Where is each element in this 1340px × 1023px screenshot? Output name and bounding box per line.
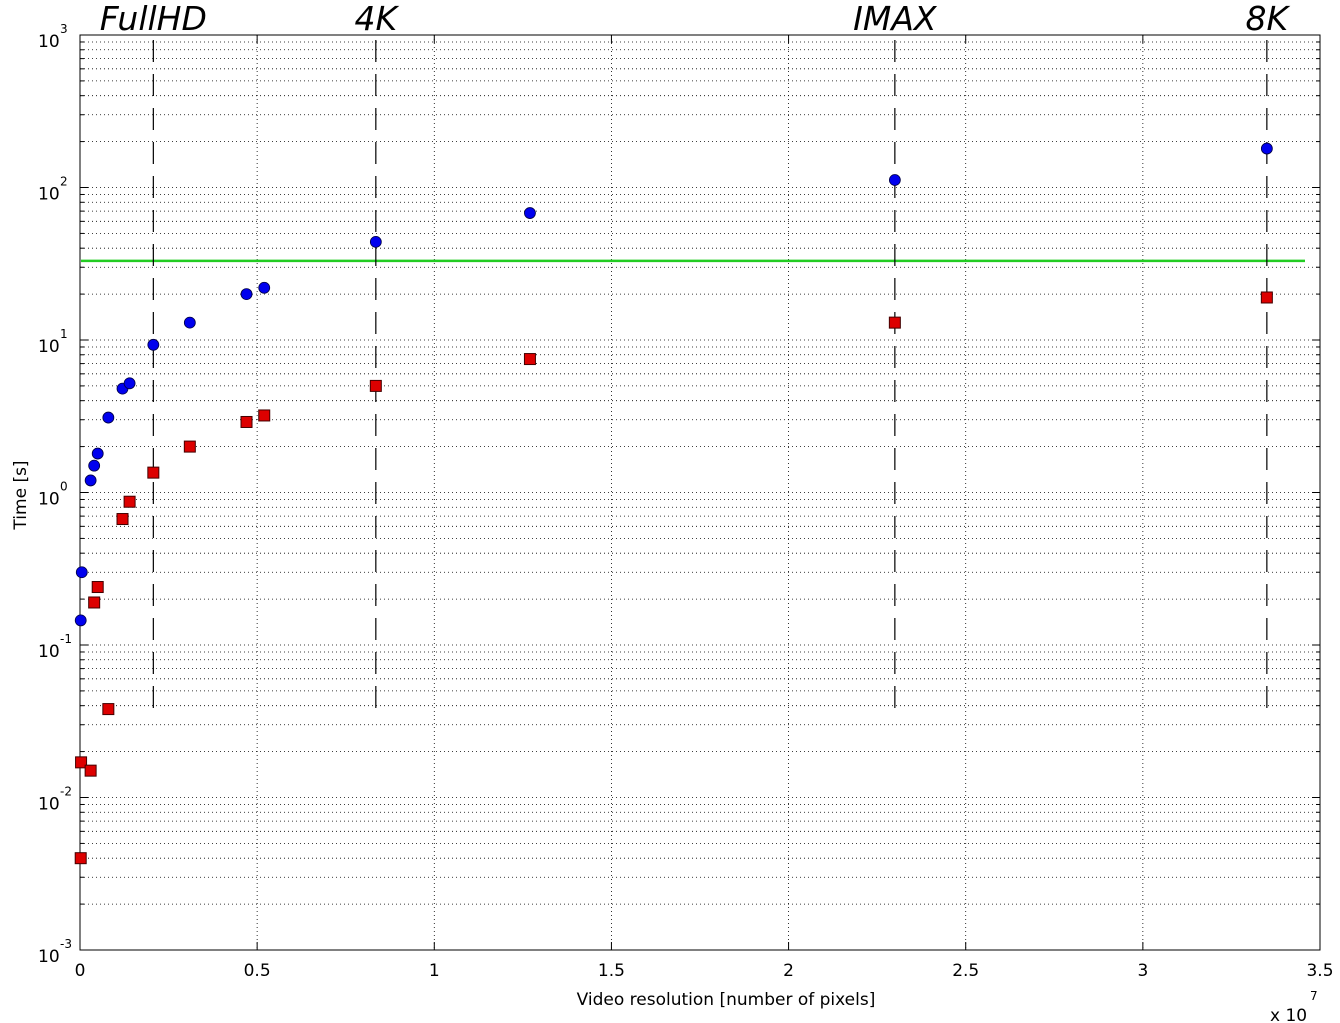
annotation-label: FullHD	[100, 0, 207, 38]
y-tick-exponent: 3	[60, 22, 68, 36]
data-point-circle	[75, 566, 88, 579]
data-series	[74, 142, 1273, 865]
data-point-circle	[147, 338, 160, 351]
series-squares	[74, 291, 1273, 865]
x-axis-label: Video resolution [number of pixels]	[577, 990, 876, 1010]
data-point-square	[183, 440, 196, 453]
data-point-square	[240, 415, 253, 428]
data-point-circle	[84, 474, 97, 487]
annotation-label: 4K	[355, 0, 400, 38]
data-point-circle	[888, 174, 901, 186]
x-axis-multiplier: x 10	[1270, 1006, 1307, 1023]
data-point-square	[84, 764, 97, 777]
data-point-square	[74, 852, 87, 865]
x-tick-label: 1	[429, 961, 440, 981]
x-tick-label: 0.5	[244, 961, 271, 981]
annotation-label: 8K	[1246, 0, 1291, 38]
y-tick-exponent: 0	[60, 480, 68, 494]
data-point-square	[147, 466, 160, 479]
y-tick-exponent: 1	[60, 327, 68, 341]
data-point-square	[369, 379, 382, 392]
y-axis-label: Time [s]	[11, 460, 31, 530]
x-tick-label: 3.5	[1306, 961, 1333, 981]
x-tick-labels: 0 0.5 1 1.5 2 2.5 3 3.5	[75, 961, 1334, 981]
y-tick-exponent: -3	[60, 937, 72, 951]
data-point-circle	[123, 377, 136, 390]
y-tick-label: 10	[38, 490, 60, 510]
x-axis-multiplier-exponent: 7	[1310, 989, 1318, 1003]
y-tick-exponent: -1	[60, 632, 72, 646]
data-point-circle	[183, 316, 196, 329]
data-point-circle	[102, 411, 115, 424]
data-point-circle	[1260, 142, 1273, 155]
y-tick-label: 10	[38, 185, 60, 205]
axis-ticks	[79, 35, 1321, 951]
data-point-square	[91, 581, 104, 594]
data-point-square	[123, 495, 136, 508]
data-point-square	[1260, 291, 1273, 304]
series-circles	[74, 142, 1273, 627]
data-point-circle	[74, 614, 87, 627]
data-point-square	[75, 756, 88, 769]
y-tick-label: 10	[38, 795, 60, 815]
grid	[80, 35, 1320, 950]
x-tick-label: 0	[75, 961, 86, 981]
data-point-circle	[88, 459, 101, 472]
y-tick-label: 10	[38, 947, 60, 967]
data-point-square	[116, 513, 129, 526]
data-point-circle	[369, 235, 382, 248]
x-tick-label: 1.5	[598, 961, 625, 981]
y-tick-label: 10	[38, 337, 60, 357]
x-tick-label: 2.5	[952, 961, 979, 981]
data-point-square	[102, 703, 115, 716]
annotation-label: IMAX	[853, 0, 938, 38]
data-point-square	[88, 596, 101, 609]
data-point-circle	[524, 207, 536, 219]
data-point-square	[523, 353, 536, 366]
data-point-square	[888, 316, 901, 329]
y-tick-label: 10	[38, 642, 60, 662]
x-tick-label: 2	[783, 961, 794, 981]
data-point-circle	[91, 447, 104, 460]
data-point-square	[258, 409, 271, 422]
data-point-circle	[240, 288, 253, 300]
data-point-circle	[258, 281, 271, 294]
annotation-guides	[152, 40, 1268, 720]
y-tick-exponent: -2	[60, 785, 72, 799]
x-tick-label: 3	[1137, 961, 1148, 981]
y-tick-label: 10	[38, 32, 60, 52]
y-tick-exponent: 2	[60, 175, 68, 189]
annotation-labels: FullHD 4K IMAX 8K	[100, 0, 1291, 38]
